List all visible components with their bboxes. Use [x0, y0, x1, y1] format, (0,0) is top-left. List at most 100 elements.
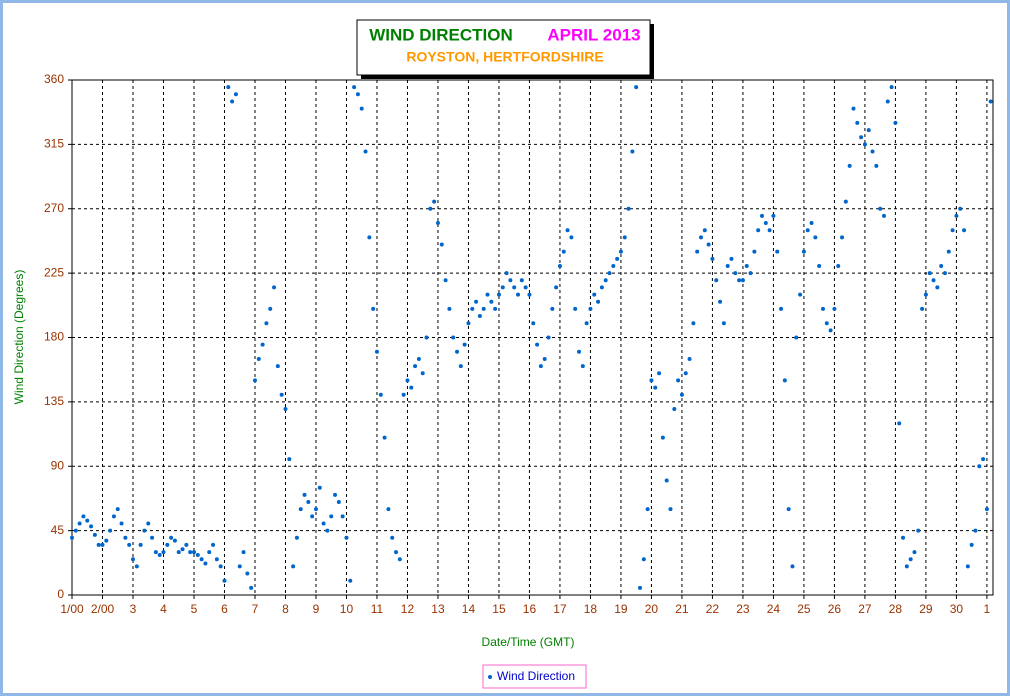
data-point [592, 292, 597, 297]
data-point [203, 561, 208, 566]
data-point [477, 314, 482, 319]
data-point [481, 306, 486, 311]
data-point [801, 249, 806, 254]
x-tick-label: 4 [160, 602, 167, 616]
data-point [378, 392, 383, 397]
data-point [901, 535, 906, 540]
data-point [653, 385, 658, 390]
data-point [569, 235, 574, 240]
legend-marker [488, 675, 492, 679]
data-point [676, 378, 681, 383]
data-point [390, 535, 395, 540]
data-point [157, 552, 162, 557]
data-point [150, 535, 155, 540]
data-point [649, 378, 654, 383]
data-point [779, 306, 784, 311]
data-point [176, 550, 181, 555]
data-point [165, 542, 170, 547]
data-point [771, 213, 776, 218]
data-point [809, 221, 814, 226]
data-point [439, 242, 444, 247]
data-point [161, 550, 166, 555]
x-tick-label: 30 [950, 602, 964, 616]
data-point [702, 228, 707, 233]
data-point [279, 392, 284, 397]
data-point [981, 457, 986, 462]
data-point [329, 514, 334, 519]
data-point [912, 550, 917, 555]
data-point [775, 249, 780, 254]
x-tick-label: 8 [282, 602, 289, 616]
data-point [333, 492, 338, 497]
data-point [352, 85, 357, 90]
data-point [348, 578, 353, 583]
data-point [554, 285, 559, 290]
data-point [672, 407, 677, 412]
x-tick-label: 5 [191, 602, 198, 616]
data-point [561, 249, 566, 254]
data-point [881, 213, 886, 218]
data-point [485, 292, 490, 297]
data-point [870, 149, 875, 154]
data-point [73, 528, 78, 533]
data-point [630, 149, 635, 154]
legend-label: Wind Direction [497, 669, 575, 683]
data-point [798, 292, 803, 297]
data-point [512, 285, 517, 290]
data-point [573, 306, 578, 311]
data-point [767, 228, 772, 233]
data-point [756, 228, 761, 233]
data-point [596, 299, 601, 304]
data-point [489, 299, 494, 304]
data-point [847, 163, 852, 168]
data-point [252, 378, 257, 383]
data-point [615, 256, 620, 261]
data-point [542, 356, 547, 361]
data-point [927, 271, 932, 276]
data-point [298, 507, 303, 512]
x-tick-label: 18 [584, 602, 598, 616]
data-point [493, 306, 498, 311]
data-point [931, 278, 936, 283]
data-point [302, 492, 307, 497]
data-point [222, 578, 227, 583]
data-point [294, 535, 299, 540]
plot-border [71, 79, 994, 596]
data-point [607, 271, 612, 276]
x-tick-label: 6 [221, 602, 228, 616]
data-point [321, 521, 326, 526]
data-point [153, 550, 158, 555]
data-point [744, 263, 749, 268]
data-point [916, 528, 921, 533]
data-point [657, 371, 662, 376]
data-point [641, 557, 646, 562]
data-point [813, 235, 818, 240]
data-point [409, 385, 414, 390]
x-tick-label: 1 [984, 602, 991, 616]
data-point [535, 342, 540, 347]
data-point [81, 514, 86, 519]
y-tick-label: 225 [44, 265, 64, 279]
data-point [965, 564, 970, 569]
data-point [706, 242, 711, 247]
data-point [466, 321, 471, 326]
data-point [218, 564, 223, 569]
data-point [188, 550, 193, 555]
data-point [969, 542, 974, 547]
data-point [111, 514, 116, 519]
data-point [920, 306, 925, 311]
data-point [169, 535, 174, 540]
data-point [862, 142, 867, 147]
data-point [531, 321, 536, 326]
data-point [740, 278, 745, 283]
data-point [123, 535, 128, 540]
data-point [207, 550, 212, 555]
data-point [950, 228, 955, 233]
data-point [721, 321, 726, 326]
y-tick-label: 315 [44, 137, 64, 151]
data-point [710, 256, 715, 261]
data-point [878, 206, 883, 211]
data-point [237, 564, 242, 569]
x-tick-label: 2/00 [91, 602, 115, 616]
